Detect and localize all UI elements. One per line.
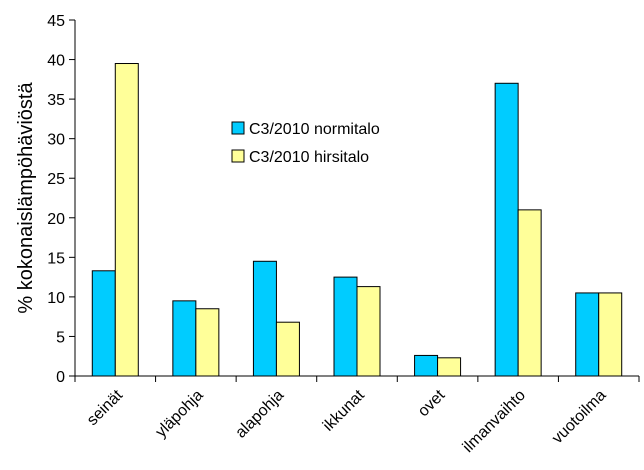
y-tick-label: 20 [47,211,65,228]
x-category-label: ilmanvaihto [460,387,529,456]
y-tick-label: 40 [47,53,65,70]
bar-normitalo [494,82,519,377]
legend-entry: C3/2010 normitalo [249,121,380,138]
x-category-label: yläpohja [153,387,207,441]
axes [69,19,640,382]
y-axis-label: % kokonaislämpöhäviöstä [15,82,37,314]
y-tick-label: 15 [47,250,65,267]
legend-swatch [231,121,245,135]
legend: C3/2010 normitalo C3/2010 hirsitalo [231,121,380,166]
y-tick-label: 25 [47,171,65,188]
y-tick-label: 5 [56,329,65,346]
x-category-label: seinät [84,386,127,429]
x-category-label: ovet [415,386,449,420]
bar-hirsitalo [195,308,220,377]
bar-normitalo [414,354,439,377]
bar-normitalo [333,276,358,377]
bar-hirsitalo [437,357,462,377]
x-category-label: vuotoilma [549,387,610,448]
y-tick-label: 0 [56,369,65,386]
bar-hirsitalo [275,321,300,377]
bars-group [91,63,623,377]
x-category-label: alapohja [232,387,287,442]
legend-swatch [231,149,245,163]
bar-hirsitalo [356,286,381,377]
bar-hirsitalo [598,292,623,377]
bar-normitalo [252,260,277,377]
y-tick-label: 10 [47,290,65,307]
bar-normitalo [91,270,116,377]
x-category-label: ikkunat [320,386,368,434]
x-axis-category-labels: seinät yläpohja alapohja ikkunat ovet ilmanva… [84,386,610,456]
y-axis-tick-labels: 0 5 10 15 20 25 30 35 40 45 [47,13,65,386]
bar-hirsitalo [114,63,139,377]
bar-normitalo [575,292,600,377]
bar-normitalo [172,300,197,377]
y-tick-label: 35 [47,92,65,109]
bar-hirsitalo [517,209,542,377]
y-tick-label: 30 [47,132,65,149]
y-tick-label: 45 [47,13,65,30]
legend-entry: C3/2010 hirsitalo [249,149,369,166]
